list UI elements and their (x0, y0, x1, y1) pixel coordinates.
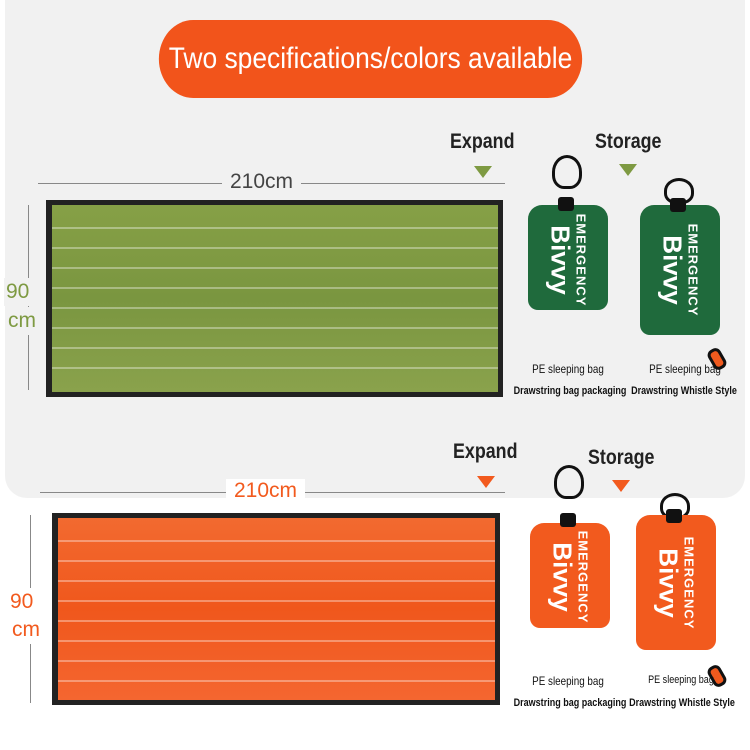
orange-pouch-drawstring: EMERGENCY Bivvy (530, 465, 610, 628)
green-pouch-whistle: EMERGENCY Bivvy (640, 170, 729, 373)
expand-label: Expand (453, 440, 518, 463)
pouch-subcaption: Drawstring bag packaging (513, 697, 627, 709)
width-unit: cm (10, 616, 42, 644)
arrow-down-icon (619, 164, 637, 176)
pouch-caption: PE sleeping bag (649, 362, 721, 376)
width-unit: cm (6, 307, 38, 335)
length-label: 210cm (222, 170, 302, 194)
title-banner: Two specifications/colors available (158, 20, 583, 98)
pouch-subcaption: Drawstring Whistle Style (629, 697, 735, 709)
arrow-down-icon (612, 480, 630, 492)
orange-pouch-whistle: EMERGENCY Bivvy (636, 485, 729, 690)
storage-label: Storage (588, 446, 655, 469)
pouch-caption: PE sleeping bag (532, 674, 604, 688)
green-blanket-image (46, 200, 503, 397)
pouch-subcaption: Drawstring Whistle Style (631, 385, 737, 397)
width-value: 90 (4, 278, 32, 306)
green-pouch-drawstring: EMERGENCY Bivvy (528, 155, 608, 310)
storage-label: Storage (595, 130, 662, 153)
pouch-caption: PE sleeping bag (532, 362, 604, 376)
pouch-subcaption: Drawstring bag packaging (513, 385, 627, 397)
arrow-down-icon (474, 166, 492, 178)
expand-label: Expand (450, 130, 515, 153)
orange-blanket-image (52, 513, 500, 705)
arrow-down-icon (477, 476, 495, 488)
width-value: 90 (8, 588, 36, 616)
pouch-caption: PE sleeping bag (648, 674, 714, 686)
length-label: 210cm (226, 479, 306, 503)
